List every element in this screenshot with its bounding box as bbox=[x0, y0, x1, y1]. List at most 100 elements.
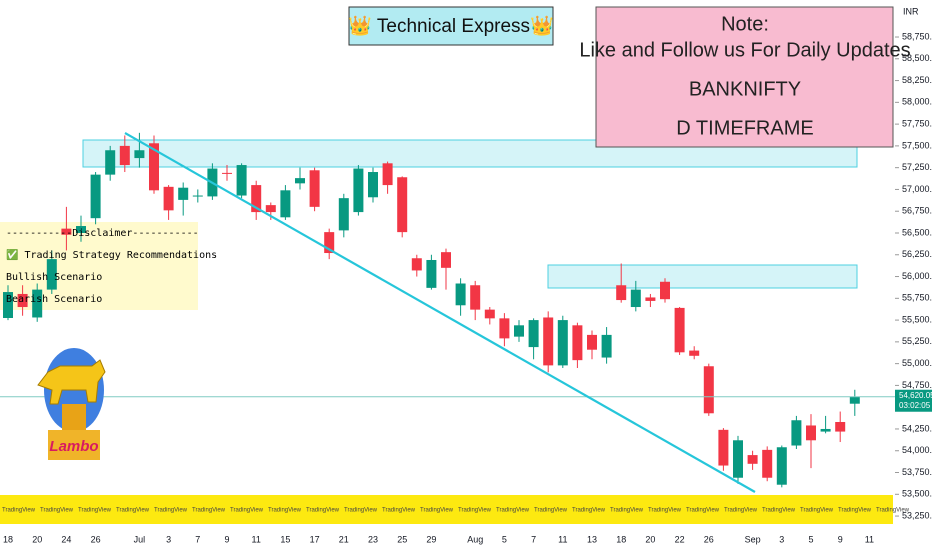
banner-text: TradingView bbox=[344, 508, 378, 514]
y-tick-label: 53,500.00 bbox=[902, 489, 932, 499]
y-tick-label: 54,000.00 bbox=[902, 445, 932, 455]
logo-pedestal bbox=[62, 404, 86, 430]
banner-text: TradingView bbox=[800, 508, 834, 514]
banner-text: TradingView bbox=[876, 508, 910, 514]
candle-body bbox=[61, 228, 72, 235]
currency-label: INR bbox=[903, 6, 919, 16]
candle-body bbox=[76, 226, 86, 233]
x-tick-label: 22 bbox=[675, 534, 685, 544]
candle-body bbox=[762, 449, 773, 478]
y-tick-label: 54,750.00 bbox=[902, 380, 932, 390]
x-tick-label: 20 bbox=[645, 534, 655, 544]
banner-text: TradingView bbox=[230, 508, 264, 514]
y-tick-label: 58,250.00 bbox=[902, 75, 932, 85]
candle-body bbox=[192, 195, 203, 197]
x-tick-label: 3 bbox=[166, 534, 171, 544]
candle-body bbox=[382, 163, 393, 186]
x-tick-label: 26 bbox=[704, 534, 714, 544]
last-price-box bbox=[895, 389, 932, 412]
candle-body bbox=[324, 232, 335, 254]
banner-text: TradingView bbox=[838, 508, 872, 514]
candle-body bbox=[17, 293, 28, 308]
disclaimer-line: -----------Disclaimer----------- bbox=[6, 228, 199, 239]
candle-body bbox=[572, 325, 583, 361]
logo-base bbox=[48, 430, 100, 460]
x-tick-label: 5 bbox=[502, 534, 507, 544]
candle-body bbox=[835, 421, 846, 432]
candle-body bbox=[791, 420, 802, 446]
banner-text: TradingView bbox=[572, 508, 606, 514]
banner-text: TradingView bbox=[762, 508, 796, 514]
candle-body bbox=[251, 185, 262, 213]
note-line: Like and Follow us For Daily Updates bbox=[579, 39, 910, 61]
countdown-label: 03:02:05 bbox=[899, 401, 931, 410]
candle-body bbox=[236, 165, 247, 196]
candle-body bbox=[543, 317, 554, 366]
candle-body bbox=[718, 429, 729, 466]
banner-text: TradingView bbox=[154, 508, 188, 514]
y-tick-label: 58,000.00 bbox=[902, 97, 932, 107]
y-tick-label: 57,750.00 bbox=[902, 118, 932, 128]
candle-body bbox=[616, 285, 627, 301]
candle-body bbox=[747, 455, 758, 464]
banner-text: TradingView bbox=[192, 508, 226, 514]
candle-body bbox=[557, 320, 568, 366]
candle-body bbox=[528, 320, 539, 348]
y-tick-label: 58,750.00 bbox=[902, 31, 932, 41]
banner-text: TradingView bbox=[420, 508, 454, 514]
candle-body bbox=[149, 143, 159, 191]
x-tick-label: 20 bbox=[32, 534, 42, 544]
candle-body bbox=[499, 318, 510, 339]
candle-body bbox=[46, 259, 57, 290]
candle-body bbox=[411, 258, 422, 271]
candle-body bbox=[733, 440, 743, 478]
logo-text: Lambo bbox=[49, 438, 98, 455]
banner-text: TradingView bbox=[40, 508, 74, 514]
candle-body bbox=[3, 292, 13, 318]
x-tick-label: 13 bbox=[587, 534, 597, 544]
candle-body bbox=[660, 281, 670, 300]
candle-body bbox=[338, 198, 349, 231]
x-tick-label: 5 bbox=[808, 534, 813, 544]
banner-text: TradingView bbox=[458, 508, 492, 514]
candle-body bbox=[397, 177, 408, 233]
candle-body bbox=[455, 283, 466, 306]
candle-body bbox=[601, 334, 612, 358]
x-tick-label: 9 bbox=[224, 534, 229, 544]
y-tick-label: 57,250.00 bbox=[902, 162, 932, 172]
y-tick-label: 56,000.00 bbox=[902, 271, 932, 281]
y-tick-label: 56,500.00 bbox=[902, 227, 932, 237]
candle-body bbox=[295, 178, 305, 184]
banner-text: TradingView bbox=[306, 508, 340, 514]
y-tick-label: 54,250.00 bbox=[902, 423, 932, 433]
candle-body bbox=[309, 170, 320, 207]
title-box bbox=[348, 6, 554, 46]
y-tick-label: 55,000.00 bbox=[902, 358, 932, 368]
x-tick-label: 23 bbox=[368, 534, 378, 544]
candle-body bbox=[368, 172, 378, 198]
x-tick-label: 11 bbox=[558, 534, 567, 544]
y-tick-label: 55,750.00 bbox=[902, 293, 932, 303]
candle-body bbox=[105, 150, 116, 175]
x-tick-label: Aug bbox=[467, 534, 483, 544]
last-price-label: 54,620.05 bbox=[899, 391, 932, 400]
candle-body bbox=[645, 297, 656, 301]
x-tick-label: 26 bbox=[91, 534, 101, 544]
y-tick-label: 55,500.00 bbox=[902, 314, 932, 324]
candle-body bbox=[119, 145, 130, 166]
note-line: BANKNIFTY bbox=[689, 78, 801, 100]
candle-body bbox=[163, 186, 174, 211]
banner-text: TradingView bbox=[382, 508, 416, 514]
candle-body bbox=[470, 285, 481, 310]
candle-body bbox=[689, 350, 700, 356]
disclaimer-line: ✅ Trading Strategy Recommendations bbox=[6, 248, 217, 261]
banner-text: TradingView bbox=[534, 508, 568, 514]
banner-text: TradingView bbox=[78, 508, 112, 514]
disclaimer-line: Bearish Scenario bbox=[6, 294, 102, 305]
candle-body bbox=[514, 325, 524, 337]
x-tick-label: 18 bbox=[616, 534, 626, 544]
logo-bull bbox=[37, 359, 106, 405]
y-tick-label: 58,500.00 bbox=[902, 53, 932, 63]
x-tick-label: 7 bbox=[195, 534, 200, 544]
